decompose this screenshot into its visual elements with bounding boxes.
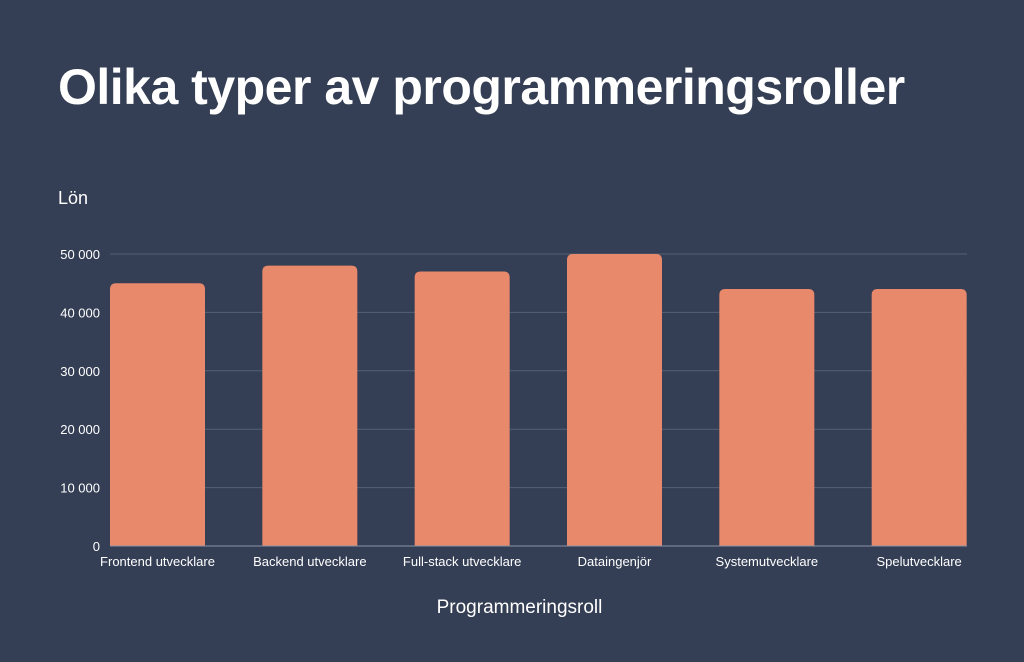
bar: [871, 289, 967, 546]
x-tick-label: Frontend utvecklare: [100, 554, 215, 569]
y-tick-label: 20 000: [60, 422, 100, 437]
x-tick-label: Full-stack utvecklare: [403, 554, 521, 569]
bar: [110, 283, 205, 546]
bar: [414, 271, 510, 546]
bar: [262, 265, 358, 546]
x-tick-label: Spelutvecklare: [877, 554, 962, 569]
x-tick-label: Systemutvecklare: [716, 554, 819, 569]
y-tick-label: 0: [93, 539, 100, 554]
y-axis-label: Lön: [58, 188, 89, 208]
chart-title: Olika typer av programmeringsroller: [58, 59, 905, 115]
bar: [719, 289, 815, 546]
x-axis-label: Programmeringsroll: [436, 597, 603, 618]
x-tick-label: Dataingenjör: [578, 554, 652, 569]
y-tick-label: 30 000: [60, 364, 100, 379]
y-tick-label: 10 000: [60, 481, 100, 496]
y-tick-label: 40 000: [60, 305, 100, 320]
y-tick-label: 50 000: [60, 247, 100, 262]
x-tick-label: Backend utvecklare: [253, 554, 366, 569]
bar: [567, 254, 662, 546]
